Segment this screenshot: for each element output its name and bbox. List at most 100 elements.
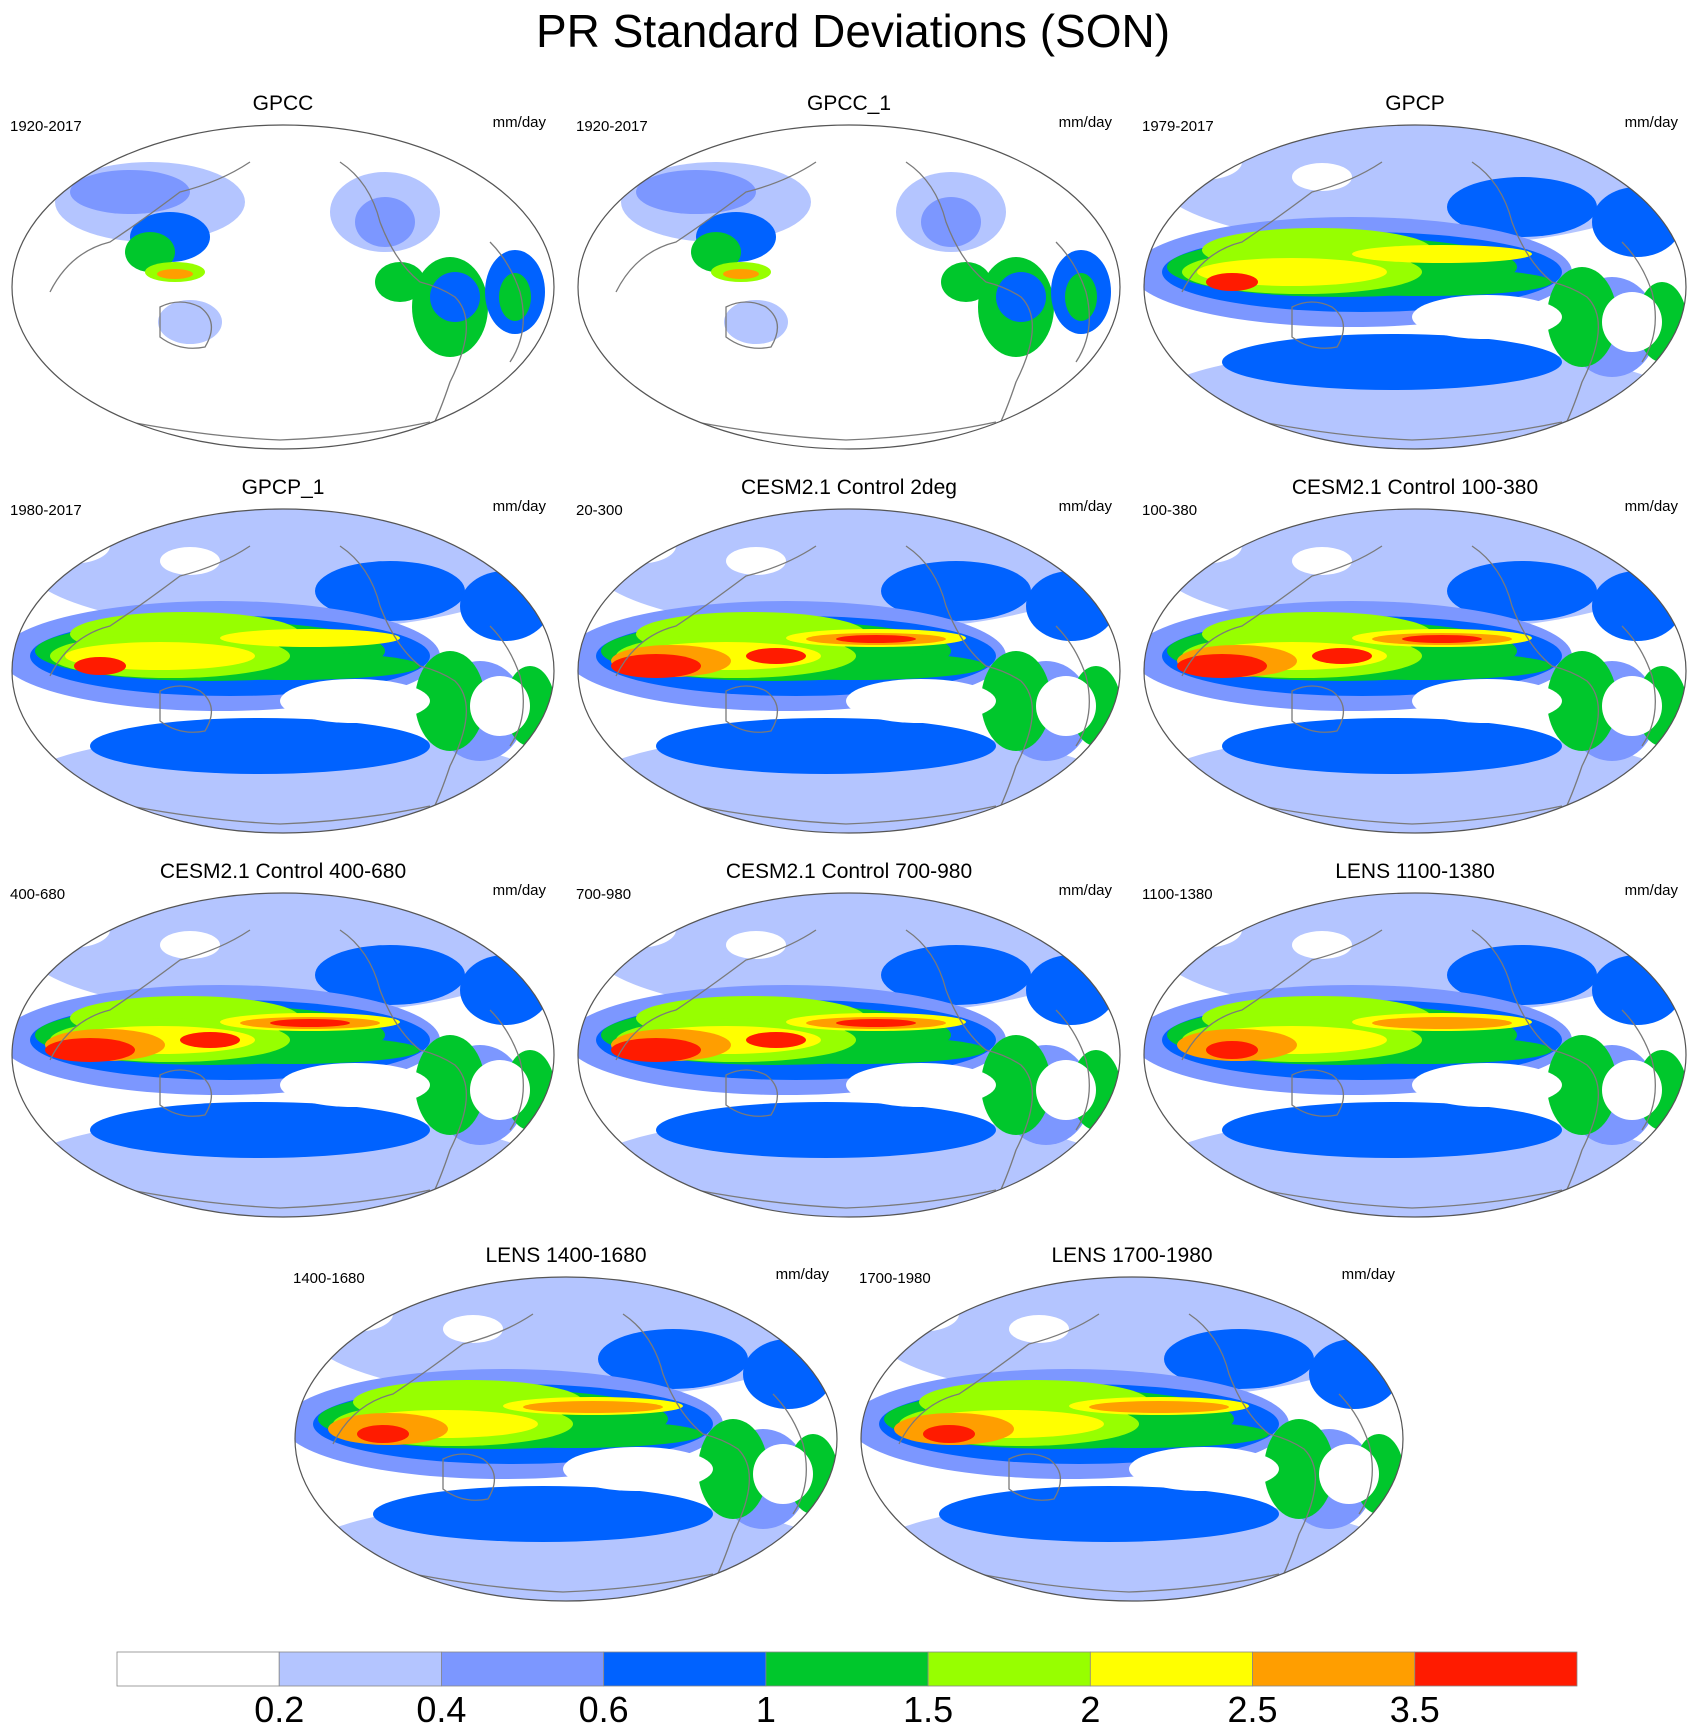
coastline <box>898 1313 1100 1445</box>
contour-region <box>836 635 916 643</box>
coastline <box>1261 1189 1563 1209</box>
panel-years: 1979-2017 <box>1142 118 1214 135</box>
map-border <box>1143 508 1687 834</box>
southeast-pacific-dry-zone <box>280 1063 430 1107</box>
panel-units: mm/day <box>1058 498 1112 515</box>
coastlines <box>49 161 524 441</box>
coastlines <box>615 929 1090 1209</box>
south-america <box>1264 1419 1334 1519</box>
panel-years: 1700-1980 <box>859 1270 931 1287</box>
coastline <box>1621 1009 1656 1131</box>
coastline <box>412 1573 714 1593</box>
north-pacific-storm-track <box>881 945 1031 1005</box>
panel-units: mm/day <box>1058 882 1112 899</box>
coastline <box>1291 301 1344 349</box>
indian-ocean-max <box>611 654 701 678</box>
colorbar-tick-label: 1 <box>756 1689 776 1727</box>
panel-title: GPCP_1 <box>241 476 325 499</box>
southeast-atlantic-dry-zone <box>1602 292 1662 352</box>
southern-storm-track <box>656 1102 996 1158</box>
north-pacific-storm-track <box>315 561 465 621</box>
coastlines <box>1181 929 1656 1209</box>
panel-units: mm/day <box>1058 114 1112 131</box>
southern-storm-track <box>90 1102 430 1158</box>
map-border <box>11 124 555 450</box>
indian-ocean-max <box>45 1038 135 1062</box>
panel-title: GPCP <box>1385 92 1445 115</box>
world-map <box>11 508 555 834</box>
north-pacific-storm-track <box>1164 1329 1314 1389</box>
southeast-atlantic-dry-zone <box>470 676 530 736</box>
coastline <box>978 1573 1280 1593</box>
contour-region <box>220 629 400 647</box>
south-america <box>981 651 1051 751</box>
panel-title: CESM2.1 Control 100-380 <box>1291 476 1539 499</box>
map-border <box>860 1276 1404 1602</box>
pacific-cold-tongue-max <box>523 1401 663 1413</box>
contour-fill <box>621 162 1111 436</box>
panel-years: 700-980 <box>576 886 632 903</box>
pacific-cold-tongue-max <box>1089 1401 1229 1413</box>
south-america <box>1547 651 1617 751</box>
coastline <box>1338 1393 1373 1515</box>
southeast-atlantic-dry-zone <box>1036 676 1096 736</box>
coastline <box>129 1189 431 1209</box>
coastline <box>695 805 997 825</box>
southeast-atlantic-dry-zone <box>1602 1060 1662 1120</box>
coastline <box>339 161 467 433</box>
coastline <box>1055 625 1090 747</box>
indian-ocean-max <box>1206 1041 1258 1059</box>
panel-units: mm/day <box>775 1266 829 1283</box>
contour-region <box>157 269 193 279</box>
south-america <box>415 651 485 751</box>
coastline <box>1621 241 1656 363</box>
north-pacific-storm-track <box>1447 177 1597 237</box>
contour-region <box>70 170 190 214</box>
southeast-pacific-dry-zone <box>846 1063 996 1107</box>
north-pacific-storm-track <box>1447 945 1597 1005</box>
australia <box>724 300 788 344</box>
map-panel: GPCP_1 1980-2017 mm/day <box>0 476 566 848</box>
contour-fill <box>55 162 545 436</box>
contour-region <box>1352 245 1532 263</box>
indian-ocean-max <box>923 1425 975 1443</box>
colorbar-bin <box>1089 1651 1253 1687</box>
world-map <box>1143 508 1687 834</box>
colorbar-tick-label: 3.5 <box>1390 1689 1440 1727</box>
contour-region <box>270 1019 350 1027</box>
coastline <box>129 421 431 441</box>
map-border <box>1143 892 1687 1218</box>
coastline <box>772 1393 807 1515</box>
southeast-pacific-dry-zone <box>1412 679 1562 723</box>
coastline <box>1471 929 1599 1201</box>
coastlines <box>49 929 524 1209</box>
coastline <box>159 1069 212 1117</box>
map-panel: GPCC_1 1920-2017 mm/day <box>566 92 1132 464</box>
coastline <box>1291 1069 1344 1117</box>
panel-units: mm/day <box>492 498 546 515</box>
southeast-atlantic-dry-zone <box>753 1444 813 1504</box>
panel-years: 1400-1680 <box>293 1270 365 1287</box>
world-map <box>577 124 1121 450</box>
contour-region <box>691 232 741 272</box>
coastlines <box>49 545 524 825</box>
indian-ocean-max <box>1177 654 1267 678</box>
panel-title: CESM2.1 Control 400-680 <box>159 860 407 883</box>
southeast-pacific-dry-zone <box>1412 295 1562 339</box>
panel-years: 1920-2017 <box>576 118 648 135</box>
map-panel: CESM2.1 Control 700-980 700-980 mm/day <box>566 860 1132 1232</box>
coastline <box>129 805 431 825</box>
coastline <box>1055 241 1090 363</box>
panel-years: 1920-2017 <box>10 118 82 135</box>
map-panel: GPCC 1920-2017 mm/day <box>0 92 566 464</box>
coastline <box>1621 625 1656 747</box>
contour-region <box>180 1032 240 1048</box>
panel-units: mm/day <box>1624 498 1678 515</box>
map-panel: CESM2.1 Control 400-680 400-680 mm/day <box>0 860 566 1232</box>
panel-title: GPCC_1 <box>806 92 892 115</box>
colorbar-bin <box>927 1651 1091 1687</box>
coastline <box>1291 685 1344 733</box>
world-map <box>11 124 555 450</box>
colorbar-bin <box>765 1651 929 1687</box>
coastline <box>695 1189 997 1209</box>
